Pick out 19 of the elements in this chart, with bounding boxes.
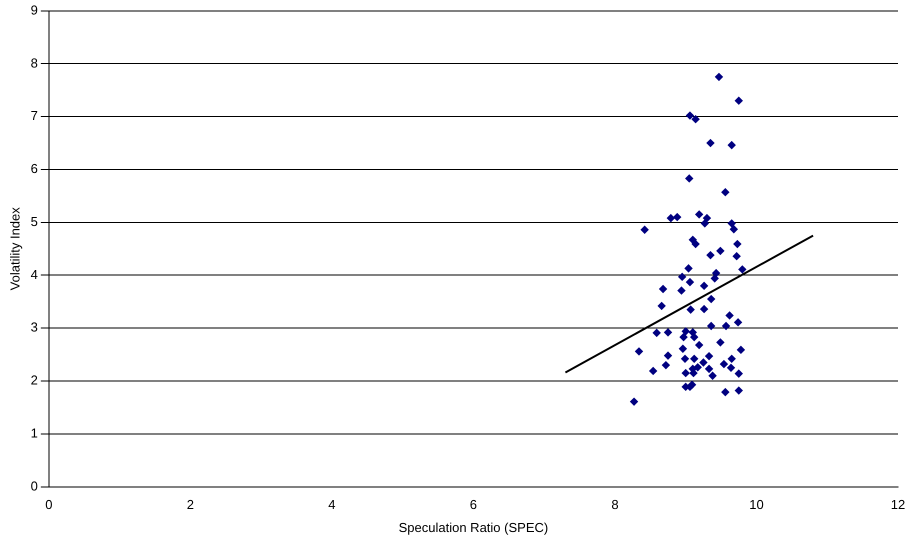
x-tick-label: 6	[470, 497, 478, 512]
x-tick-label: 8	[611, 497, 619, 512]
x-tick-label: 4	[328, 497, 336, 512]
x-tick-label: 10	[749, 497, 764, 512]
y-tick-label: 5	[30, 214, 38, 229]
x-tick-label: 0	[45, 497, 52, 512]
y-tick-label: 7	[30, 108, 38, 124]
x-axis-title: Speculation Ratio (SPEC)	[398, 520, 548, 535]
y-tick-label: 8	[30, 55, 38, 70]
y-tick-label: 9	[30, 2, 38, 18]
y-tick-label: 3	[30, 320, 38, 335]
y-axis-title: Volatility Index	[7, 206, 22, 290]
y-tick-label: 0	[30, 478, 38, 494]
y-tick-label: 6	[30, 161, 38, 176]
y-tick-label: 2	[30, 372, 38, 388]
y-tick-label: 1	[30, 425, 38, 440]
x-tick-label: 2	[186, 497, 194, 512]
x-tick-label: 12	[890, 497, 906, 512]
y-tick-label: 4	[30, 266, 38, 282]
